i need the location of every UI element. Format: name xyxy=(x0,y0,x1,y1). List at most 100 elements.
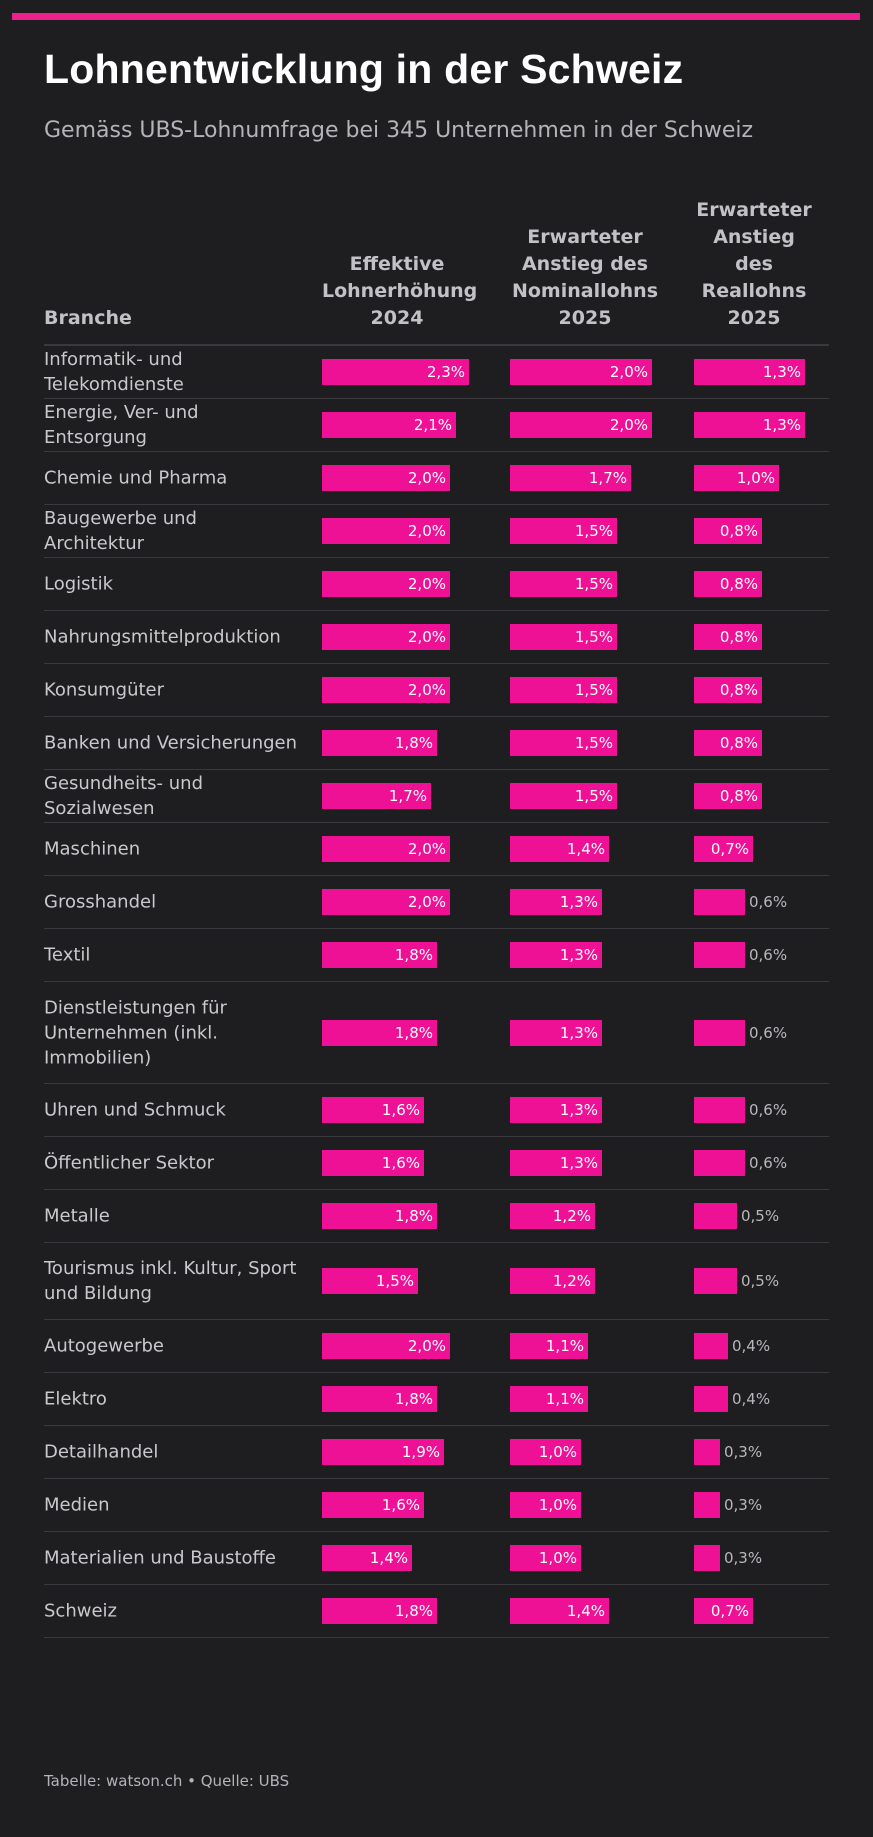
table-row: Materialien und Baustoffe 1,4% 1,0% 0,3% xyxy=(44,1532,829,1585)
bar-effektive-2024 xyxy=(322,1203,437,1229)
table-row: Baugewerbe und Architektur 2,0% 1,5% 0,8% xyxy=(44,505,829,558)
value-label-real-2025: 0,3% xyxy=(724,1549,763,1567)
value-label-nominal-2025: 1,5% xyxy=(574,575,613,593)
value-label-effektive-2024: 1,7% xyxy=(388,787,427,805)
value-label-real-2025: 0,6% xyxy=(749,1101,788,1119)
branch-label: Metalle xyxy=(44,1205,110,1227)
branch-label: Logistik xyxy=(44,573,114,595)
value-label-effektive-2024: 1,8% xyxy=(394,1390,433,1408)
branch-label: Öffentlicher Sektor xyxy=(44,1152,215,1174)
value-label-real-2025: 1,3% xyxy=(762,363,801,381)
value-label-effektive-2024: 2,0% xyxy=(407,628,446,646)
table-row: Energie, Ver- und Entsorgung 2,1% 2,0% 1,3% xyxy=(44,399,829,452)
bar-effektive-2024 xyxy=(322,1545,412,1571)
bar-nominal-2025 xyxy=(510,1545,581,1571)
bar-real-2025 xyxy=(694,465,779,491)
header-branche: Branche xyxy=(44,307,132,329)
value-label-effektive-2024: 2,0% xyxy=(407,469,446,487)
value-label-real-2025: 0,7% xyxy=(710,840,749,858)
value-label-real-2025: 0,6% xyxy=(749,1154,788,1172)
branch-label: Informatik- und Telekomdienste xyxy=(44,349,184,395)
branch-label: Autogewerbe xyxy=(44,1335,164,1357)
value-label-real-2025: 0,8% xyxy=(719,575,758,593)
value-label-nominal-2025: 1,4% xyxy=(566,1602,605,1620)
value-label-nominal-2025: 1,5% xyxy=(574,522,613,540)
bar-nominal-2025 xyxy=(510,359,652,385)
bar-effektive-2024 xyxy=(322,624,450,650)
value-label-effektive-2024: 1,8% xyxy=(394,1023,433,1042)
value-label-effektive-2024: 1,5% xyxy=(375,1272,414,1290)
value-label-effektive-2024: 2,1% xyxy=(413,416,452,434)
bar-real-2025 xyxy=(694,1333,728,1359)
value-label-effektive-2024: 2,3% xyxy=(426,363,465,381)
branch-label: Baugewerbe und Architektur xyxy=(44,508,197,554)
bar-effektive-2024 xyxy=(322,1492,424,1518)
bar-nominal-2025 xyxy=(510,465,631,491)
bar-real-2025 xyxy=(694,1097,745,1123)
value-label-real-2025: 0,6% xyxy=(749,1023,788,1042)
bar-effektive-2024 xyxy=(322,359,469,385)
bar-effektive-2024 xyxy=(322,1598,437,1624)
value-label-effektive-2024: 1,6% xyxy=(381,1496,420,1514)
branch-label: Dienstleistungen für Unternehmen (inkl. … xyxy=(44,997,227,1068)
value-label-real-2025: 0,8% xyxy=(719,628,758,646)
bar-effektive-2024 xyxy=(322,465,450,491)
branch-label: Energie, Ver- und Entsorgung xyxy=(44,402,199,448)
bar-effektive-2024 xyxy=(322,1097,424,1123)
header-col-reallohn: Erwarteter Anstieg des Reallohns 2025 xyxy=(696,199,812,329)
table-row: Autogewerbe 2,0% 1,1% 0,4% xyxy=(44,1320,829,1373)
chart-subtitle: Gemäss UBS-Lohnumfrage bei 345 Unternehm… xyxy=(44,118,754,143)
value-label-real-2025: 0,4% xyxy=(732,1390,771,1408)
value-label-effektive-2024: 1,8% xyxy=(394,1207,433,1225)
value-label-real-2025: 0,8% xyxy=(719,681,758,699)
bar-effektive-2024 xyxy=(322,571,450,597)
table-row: Uhren und Schmuck 1,6% 1,3% 0,6% xyxy=(44,1084,829,1137)
value-label-real-2025: 0,8% xyxy=(719,734,758,752)
bar-effektive-2024 xyxy=(322,1019,437,1046)
branch-label: Grosshandel xyxy=(44,891,157,913)
branch-label: Gesundheits- und Sozialwesen xyxy=(44,773,204,819)
bar-effektive-2024 xyxy=(322,730,437,756)
bar-nominal-2025 xyxy=(510,836,609,862)
value-label-effektive-2024: 1,8% xyxy=(394,1602,433,1620)
table-row: Detailhandel 1,9% 1,0% 0,3% xyxy=(44,1426,829,1479)
value-label-nominal-2025: 1,0% xyxy=(538,1496,577,1514)
bar-real-2025 xyxy=(694,783,762,809)
bar-real-2025 xyxy=(694,518,762,544)
header-col-effektive-lohnerhoehung: Effektive Lohnerhöhung 2024 xyxy=(322,253,478,329)
table-row: Elektro 1,8% 1,1% 0,4% xyxy=(44,1373,829,1426)
bar-effektive-2024 xyxy=(322,518,450,544)
bar-nominal-2025 xyxy=(510,1097,602,1123)
bar-real-2025 xyxy=(694,412,805,438)
branch-label: Banken und Versicherungen xyxy=(44,732,298,754)
bar-nominal-2025 xyxy=(510,518,617,544)
table-row: Banken und Versicherungen 1,8% 1,5% 0,8% xyxy=(44,717,829,770)
value-label-effektive-2024: 2,0% xyxy=(407,1337,446,1355)
bar-nominal-2025 xyxy=(510,624,617,650)
table-row: Metalle 1,8% 1,2% 0,5% xyxy=(44,1190,829,1243)
accent-bar xyxy=(12,13,860,20)
bar-real-2025 xyxy=(694,1019,745,1046)
value-label-nominal-2025: 1,3% xyxy=(559,1101,598,1119)
bar-real-2025 xyxy=(694,730,762,756)
value-label-real-2025: 0,8% xyxy=(719,522,758,540)
table-row: Chemie und Pharma 2,0% 1,7% 1,0% xyxy=(44,452,829,505)
bar-nominal-2025 xyxy=(510,1386,588,1412)
branch-label: Medien xyxy=(44,1494,110,1516)
table-row: Grosshandel 2,0% 1,3% 0,6% xyxy=(44,876,829,929)
bar-nominal-2025 xyxy=(510,1019,602,1046)
branch-label: Chemie und Pharma xyxy=(44,467,228,489)
source-footer: Tabelle: watson.ch • Quelle: UBS xyxy=(44,1772,290,1790)
table-header: Branche Effektive Lohnerhöhung 2024 Erwart… xyxy=(44,190,829,346)
table-row: Nahrungsmittelproduktion 2,0% 1,5% 0,8% xyxy=(44,611,829,664)
bar-effektive-2024 xyxy=(322,889,450,915)
table-row: Tourismus inkl. Kultur, Sport und Bildun… xyxy=(44,1243,829,1320)
table-row: Medien 1,6% 1,0% 0,3% xyxy=(44,1479,829,1532)
value-label-effektive-2024: 2,0% xyxy=(407,522,446,540)
table-row: Schweiz 1,8% 1,4% 0,7% xyxy=(44,1585,829,1638)
branch-label: Konsumgüter xyxy=(44,679,165,701)
value-label-nominal-2025: 1,3% xyxy=(559,893,598,911)
bar-nominal-2025 xyxy=(510,1150,602,1176)
table-row: Konsumgüter 2,0% 1,5% 0,8% xyxy=(44,664,829,717)
bar-real-2025 xyxy=(694,624,762,650)
